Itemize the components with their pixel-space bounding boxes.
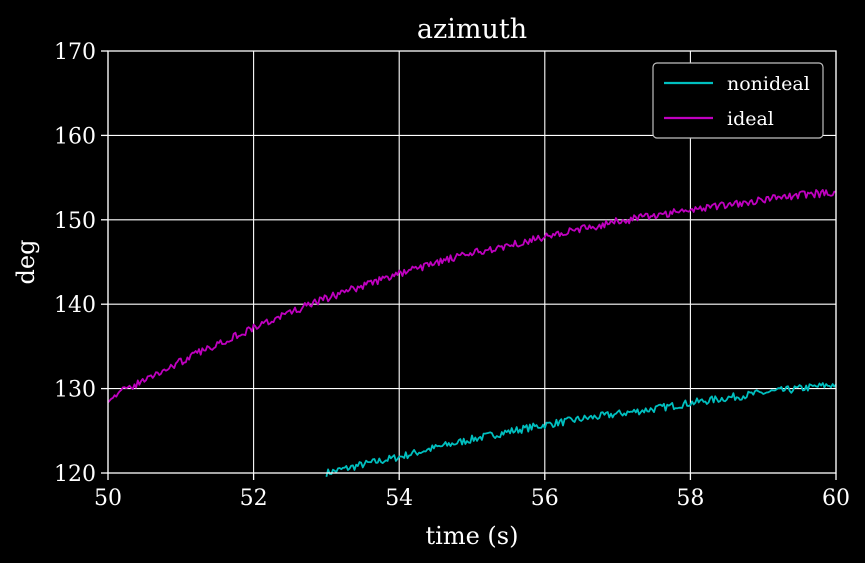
- legend-label-ideal: ideal: [727, 108, 774, 130]
- x-tick-label: 58: [676, 486, 704, 511]
- x-tick-label: 50: [94, 486, 122, 511]
- legend: nonideal ideal: [652, 62, 824, 139]
- x-axis-label: time (s): [426, 522, 519, 550]
- series-line-ideal: [107, 188, 837, 404]
- series-layer: [107, 188, 837, 478]
- y-tick-label: 130: [54, 378, 96, 403]
- chart-title: azimuth: [417, 14, 527, 45]
- legend-label-nonideal: nonideal: [727, 73, 810, 95]
- ticks: 50 52 54 56 58 60 120 130 140 150 160 170: [54, 40, 850, 511]
- y-tick-label: 120: [54, 462, 96, 487]
- plot-frame: [107, 50, 837, 474]
- y-tick-label: 150: [54, 209, 96, 234]
- x-tick-label: 60: [822, 486, 850, 511]
- y-tick-label: 160: [54, 124, 96, 149]
- x-tick-label: 54: [385, 486, 413, 511]
- y-tick-label: 170: [54, 40, 96, 65]
- y-tick-label: 140: [54, 293, 96, 318]
- x-tick-label: 56: [531, 486, 559, 511]
- legend-box: [652, 62, 824, 139]
- series-line-nonideal: [325, 382, 837, 478]
- y-axis-label: deg: [12, 240, 40, 285]
- x-tick-label: 52: [240, 486, 268, 511]
